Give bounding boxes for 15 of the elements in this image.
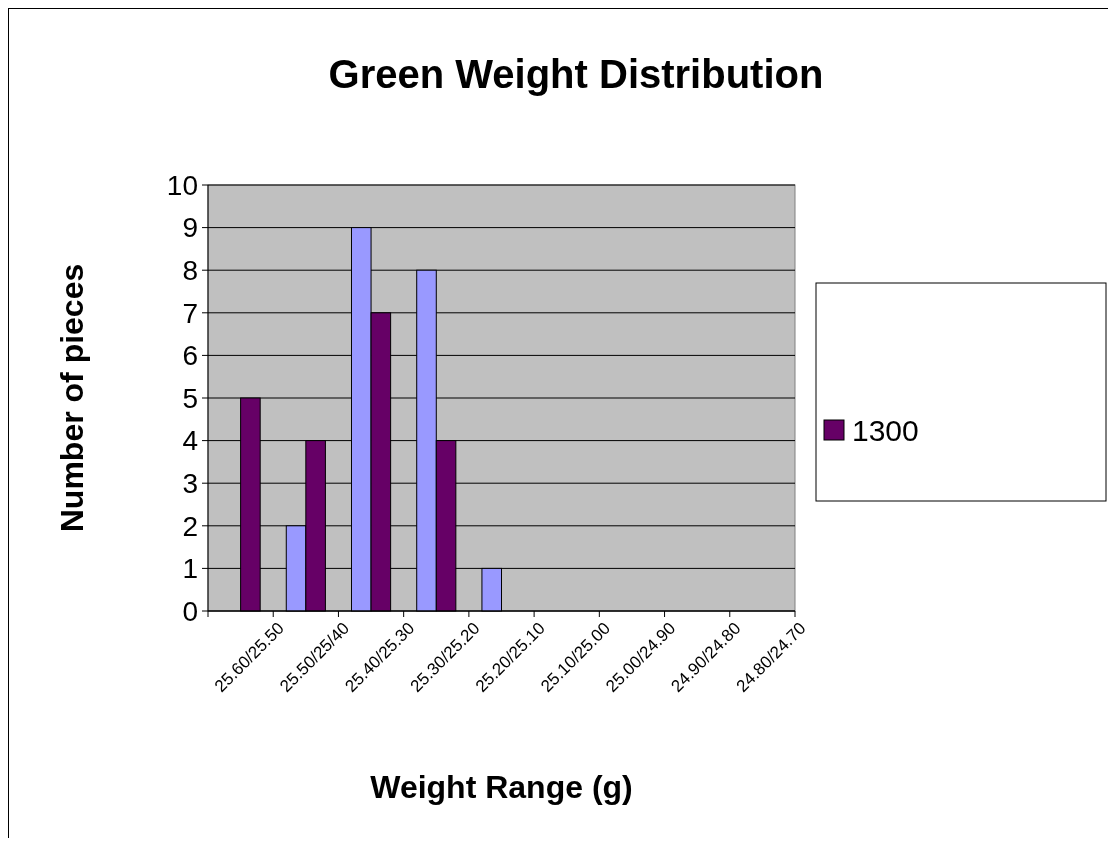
y-tick-label: 6 [182, 340, 198, 372]
y-tick-label: 10 [166, 169, 198, 201]
y-tick-label: 5 [182, 382, 198, 414]
x-axis-title: Weight Range (g) [370, 769, 633, 805]
y-axis-title: Number of pieces [54, 263, 90, 533]
y-tick-label: 4 [182, 425, 198, 457]
legend-label: 1300 [852, 413, 919, 447]
y-tick-label: 1 [182, 553, 198, 585]
y-tick-label: 0 [182, 595, 198, 627]
y-tick-label: 3 [182, 468, 198, 499]
y-tick-label: 8 [182, 255, 198, 286]
y-tick-label: 7 [182, 297, 198, 329]
y-tick-label: 9 [182, 212, 198, 244]
y-tick-label: 2 [182, 510, 198, 542]
chart-title: Green Weight Distribution [328, 52, 824, 96]
